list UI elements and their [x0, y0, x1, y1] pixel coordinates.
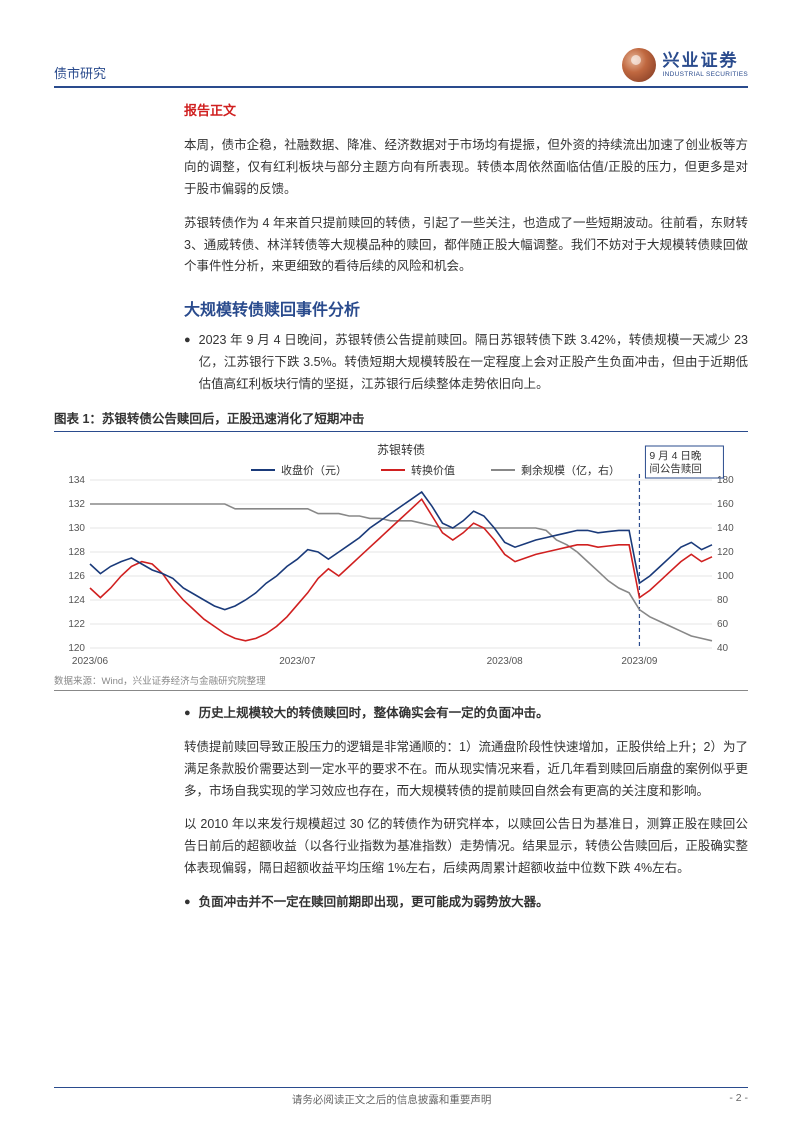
chart-svg: 120 122 124 126 128 130 132 134 40 60 80 100 120 140 1… — [54, 440, 748, 670]
svg-text:134: 134 — [68, 475, 85, 486]
section-heading: 大规模转债赎回事件分析 — [184, 296, 748, 320]
svg-text:120: 120 — [68, 643, 85, 654]
brand-cn: 兴业证券 — [662, 52, 748, 71]
svg-text:2023/07: 2023/07 — [279, 656, 316, 667]
svg-text:间公告赎回: 间公告赎回 — [649, 462, 702, 475]
svg-text:苏银转债: 苏银转债 — [377, 442, 425, 457]
brand-logo-icon — [622, 48, 656, 82]
chart-source: 数据来源：Wind，兴业证券经济与金融研究院整理 — [54, 670, 748, 691]
footer-disclaimer: 请务必阅读正文之后的信息披露和重要声明 — [54, 1092, 729, 1107]
svg-text:122: 122 — [68, 619, 85, 630]
doc-category: 债市研究 — [54, 63, 106, 82]
chart-container: 120 122 124 126 128 130 132 134 40 60 80 100 120 140 1… — [54, 440, 748, 670]
svg-text:132: 132 — [68, 499, 85, 510]
bullet-1: ● 2023 年 9 月 4 日晚间，苏银转债公告提前赎回。隔日苏银转债下跌 3… — [184, 330, 748, 396]
bullet-dot-icon: ● — [184, 330, 191, 396]
svg-text:128: 128 — [68, 547, 85, 558]
svg-text:收盘价（元）: 收盘价（元） — [281, 463, 347, 477]
svg-text:剩余规模（亿，右）: 剩余规模（亿，右） — [521, 463, 620, 477]
chart-title: 图表 1：苏银转债公告赎回后，正股迅速消化了短期冲击 — [54, 408, 748, 432]
brand-en: INDUSTRIAL SECURITIES — [662, 71, 748, 78]
brand-block: 兴业证券 INDUSTRIAL SECURITIES — [622, 48, 748, 82]
svg-text:转换价值: 转换价值 — [411, 463, 455, 477]
bullet-3-heading: 负面冲击并不一定在赎回前期即出现，更可能成为弱势放大器。 — [199, 892, 748, 914]
intro-para-2: 苏银转债作为 4 年来首只提前赎回的转债，引起了一些关注，也造成了一些短期波动。… — [184, 213, 748, 279]
page-header: 债市研究 兴业证券 INDUSTRIAL SECURITIES — [54, 48, 748, 88]
intro-para-1: 本周，债市企稳，社融数据、降准、经济数据对于市场均有提振，但外资的持续流出加速了… — [184, 135, 748, 201]
svg-text:140: 140 — [717, 523, 734, 534]
brand-text: 兴业证券 INDUSTRIAL SECURITIES — [662, 52, 748, 78]
bullet-2-para-1: 转债提前赎回导致正股压力的逻辑是非常通顺的：1）流通盘阶段性快速增加，正股供给上… — [184, 737, 748, 803]
bullet-3: ● 负面冲击并不一定在赎回前期即出现，更可能成为弱势放大器。 — [184, 892, 748, 914]
bullet-1-text: 2023 年 9 月 4 日晚间，苏银转债公告提前赎回。隔日苏银转债下跌 3.4… — [199, 330, 748, 396]
svg-text:160: 160 — [717, 499, 734, 510]
svg-text:2023/09: 2023/09 — [621, 656, 658, 667]
bullet-2-heading: 历史上规模较大的转债赎回时，整体确实会有一定的负面冲击。 — [199, 703, 748, 725]
svg-text:180: 180 — [717, 475, 734, 486]
report-title: 报告正文 — [184, 100, 748, 119]
svg-text:60: 60 — [717, 619, 729, 630]
svg-text:40: 40 — [717, 643, 729, 654]
svg-text:2023/06: 2023/06 — [72, 656, 109, 667]
svg-text:126: 126 — [68, 571, 85, 582]
svg-text:100: 100 — [717, 571, 734, 582]
bullet-dot-icon: ● — [184, 703, 191, 725]
bullet-2-para-2: 以 2010 年以来发行规模超过 30 亿的转债作为研究样本，以赎回公告日为基准… — [184, 814, 748, 880]
bullet-2: ● 历史上规模较大的转债赎回时，整体确实会有一定的负面冲击。 — [184, 703, 748, 725]
svg-text:9 月 4 日晚: 9 月 4 日晚 — [649, 450, 701, 462]
bullet-dot-icon: ● — [184, 892, 191, 914]
svg-text:80: 80 — [717, 595, 729, 606]
page-footer: 请务必阅读正文之后的信息披露和重要声明 - 2 - — [54, 1087, 748, 1107]
svg-text:2023/08: 2023/08 — [487, 656, 524, 667]
svg-text:120: 120 — [717, 547, 734, 558]
svg-text:124: 124 — [68, 595, 85, 606]
footer-page: - 2 - — [729, 1092, 748, 1107]
svg-text:130: 130 — [68, 523, 85, 534]
